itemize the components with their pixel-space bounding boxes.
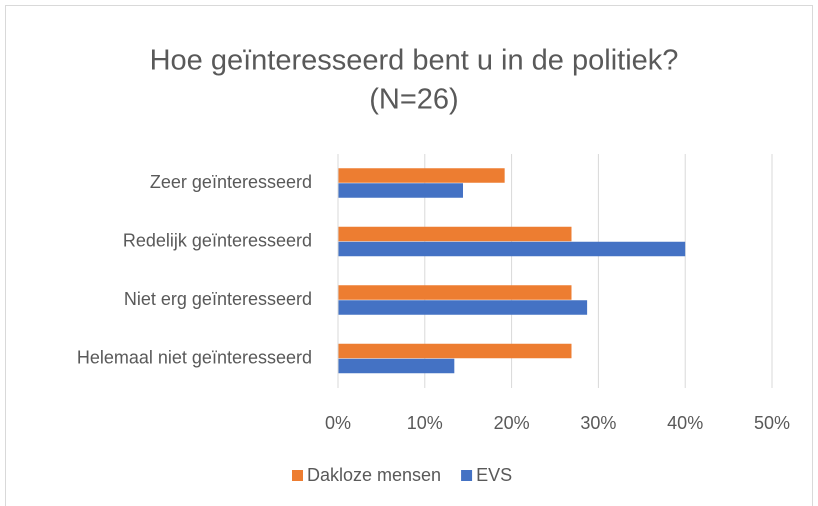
legend-label: EVS [476,465,512,485]
bar [338,343,572,359]
bar [338,226,572,242]
legend-swatch [461,470,473,481]
legend-swatch [292,470,303,481]
chart-title: (N=26) [369,84,458,116]
y-tick-label: Redelijk geïnteresseerd [123,231,312,251]
bar [338,168,505,183]
x-tick-label: 30% [580,413,616,433]
y-tick-label: Zeer geïnteresseerd [150,172,312,192]
x-tick-label: 0% [325,413,351,433]
bar [338,285,572,300]
x-tick-label: 10% [407,413,443,433]
bar [338,300,588,315]
x-tick-label: 50% [754,413,790,433]
x-tick-label: 40% [667,413,703,433]
chart-border [5,5,813,506]
y-tick-label: Niet erg geïnteresseerd [124,289,312,309]
bar [338,183,463,198]
chart-title: Hoe geïnteresseerd bent u in de politiek… [150,45,679,77]
bar [338,358,455,374]
legend-label: Dakloze mensen [307,465,441,485]
bar [338,241,686,257]
y-tick-label: Helemaal niet geïnteresseerd [77,348,312,368]
x-tick-label: 20% [494,413,530,433]
